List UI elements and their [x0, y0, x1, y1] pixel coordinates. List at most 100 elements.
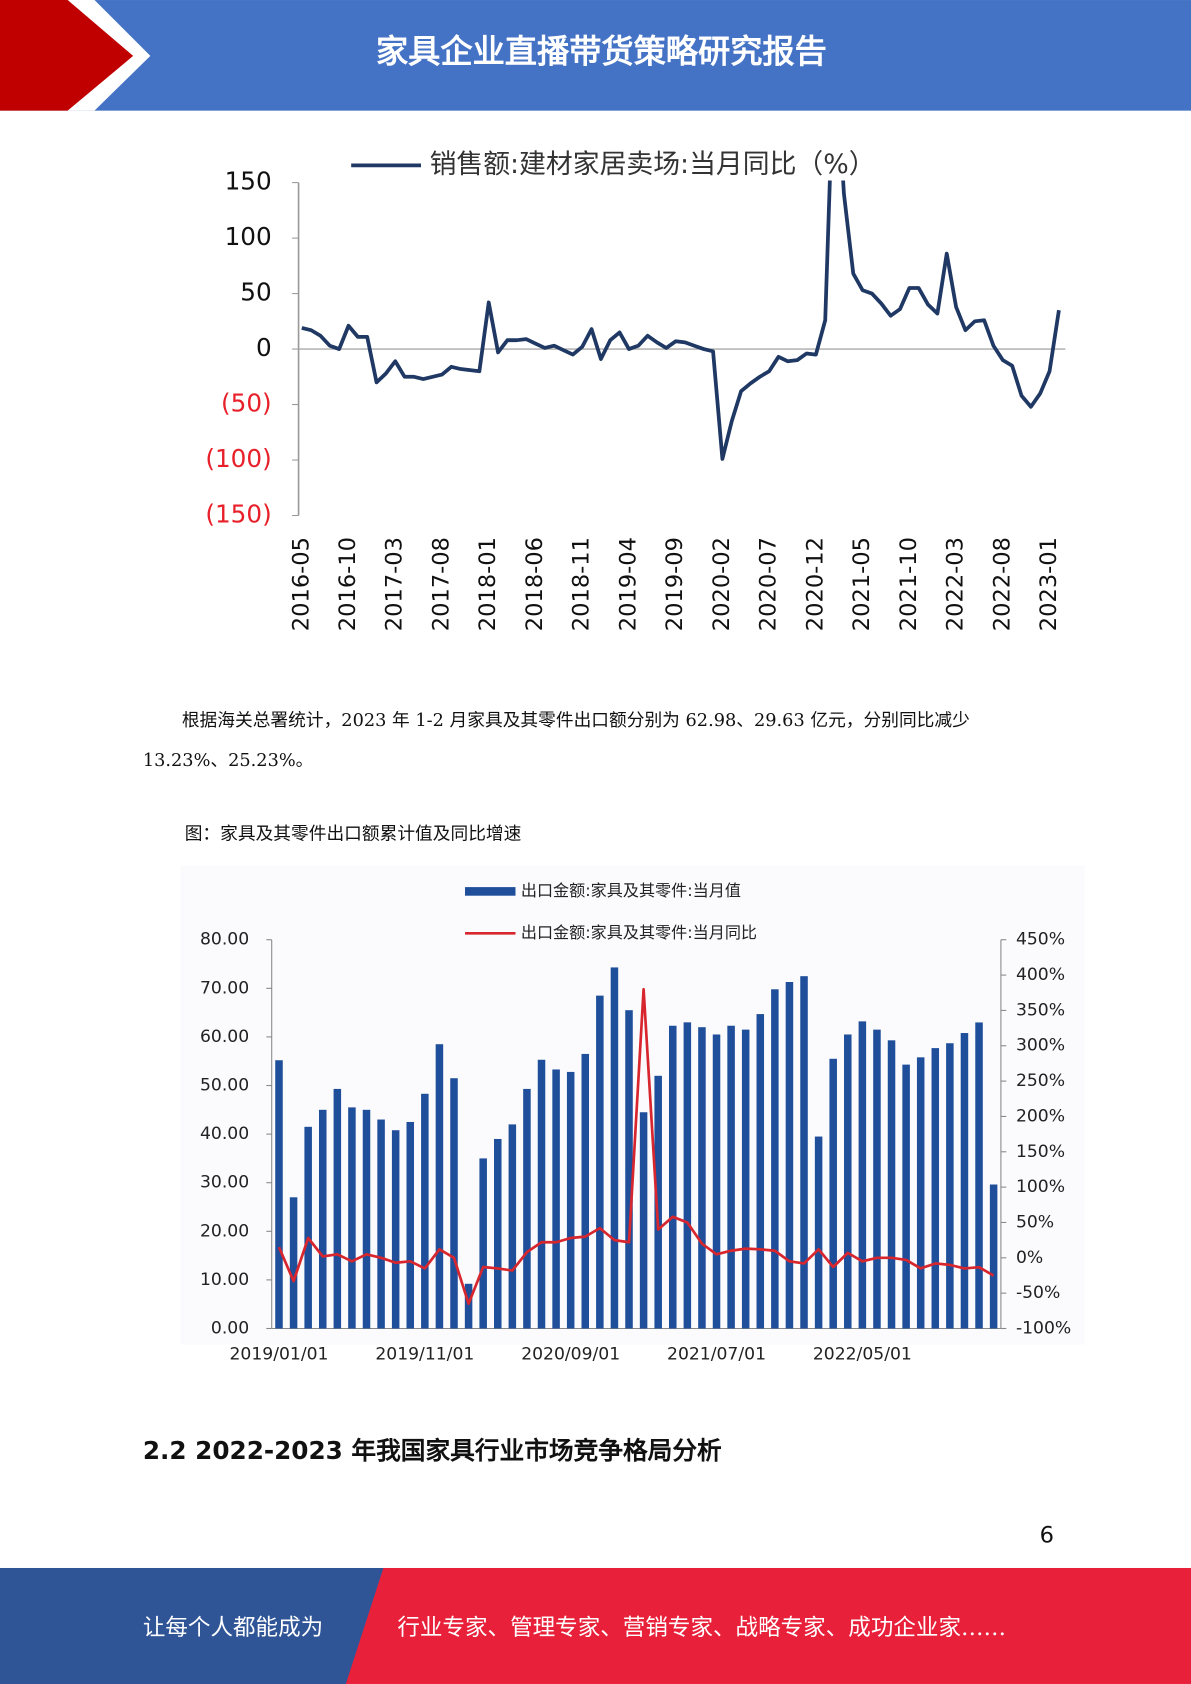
x-tick-label: 2023-01: [1036, 537, 1062, 631]
x-tick-label: 2016-10: [335, 537, 361, 631]
bar: [391, 1130, 400, 1329]
x-tick-label: 2019/11/01: [375, 1344, 474, 1364]
figure-caption: 图：家具及其零件出口额累计值及同比增速: [185, 823, 522, 844]
bar: [902, 1064, 910, 1329]
bar: [566, 1071, 575, 1329]
bar: [785, 982, 794, 1329]
header-title: 家具企业直播带货策略研究报告: [376, 33, 827, 71]
bar: [421, 1093, 429, 1329]
legend-label: 出口金额:家具及其零件:当月值: [521, 881, 741, 900]
footer-tagline: 行业专家、管理专家、营销专家、战略专家、成功企业家……: [397, 1615, 1006, 1641]
page-number: 6: [1040, 1522, 1054, 1548]
bar: [523, 1088, 531, 1329]
bar: [479, 1158, 487, 1329]
bar: [873, 1029, 881, 1329]
bar: [362, 1109, 371, 1329]
paragraph-box: 根据海关总署统计，2023 年 1-2 月家具及其零件出口额分别为 62.98、…: [142, 709, 970, 771]
bar: [304, 1126, 312, 1329]
bar: [318, 1109, 327, 1329]
data-line: [301, 180, 1061, 461]
footer-slogan: 让每个人都能成为: [143, 1615, 323, 1641]
x-tick-label: 2018-11: [569, 537, 595, 631]
y2-tick-label: 100%: [1016, 1177, 1065, 1197]
y-tick-label: 40.00: [200, 1124, 249, 1144]
data-line: [277, 987, 995, 1306]
x-tick-label: 2020-12: [802, 537, 828, 631]
bar: [639, 1112, 648, 1329]
bar: [625, 1010, 633, 1329]
y2-tick-label: 200%: [1016, 1106, 1065, 1126]
bar: [844, 1034, 852, 1329]
x-tick-label: 2018-01: [475, 537, 501, 631]
y-tick-label: 0: [256, 333, 272, 362]
bar: [727, 1025, 735, 1329]
bar: [829, 1058, 837, 1329]
bar: [771, 989, 779, 1329]
y2-tick-label: 250%: [1016, 1071, 1065, 1091]
y-tick-label: 50: [240, 278, 271, 307]
y-tick-label: 30.00: [200, 1173, 249, 1193]
y-tick-label: 80.00: [200, 930, 249, 950]
y2-tick-label: -100%: [1016, 1318, 1071, 1338]
footer-left: [0, 1567, 384, 1684]
bar: [756, 1014, 765, 1329]
bar: [800, 976, 808, 1329]
y2-tick-label: 300%: [1016, 1036, 1065, 1056]
header-arrow: [0, 0, 134, 111]
bar: [916, 1057, 925, 1329]
y-tick-label: (150): [205, 500, 271, 529]
y-tick-label: 100: [225, 222, 272, 251]
bar: [494, 1138, 502, 1329]
bar: [946, 1043, 954, 1329]
bar: [377, 1119, 385, 1329]
y2-tick-label: 350%: [1016, 1000, 1065, 1020]
bar: [975, 1022, 983, 1329]
paragraph: 根据海关总署统计，2023 年 1-2 月家具及其零件出口额分别为 62.98、…: [142, 709, 970, 771]
bar: [275, 1060, 283, 1329]
y-tick-label: 10.00: [200, 1270, 249, 1290]
x-tick-label: 2018-06: [522, 537, 548, 631]
bar: [887, 1040, 896, 1329]
y2-tick-label: 0%: [1016, 1248, 1043, 1268]
legend-swatch: [465, 887, 516, 896]
bar: [858, 1021, 867, 1329]
x-tick-label: 2021/07/01: [667, 1344, 766, 1364]
bar: [406, 1121, 415, 1329]
x-tick-label: 2019/01/01: [230, 1344, 329, 1364]
y2-tick-label: 50%: [1016, 1212, 1054, 1232]
y-tick-label: (50): [221, 389, 272, 418]
y-tick-label: 0.00: [211, 1318, 249, 1338]
x-tick-label: 2019-04: [615, 537, 641, 631]
bar: [814, 1136, 823, 1329]
bar: [450, 1078, 458, 1329]
legend-label: 出口金额:家具及其零件:当月同比: [521, 923, 757, 942]
bar: [464, 1283, 473, 1329]
bar: [989, 1184, 998, 1329]
x-tick-label: 2020-07: [756, 537, 782, 631]
y-tick-label: 70.00: [200, 978, 249, 998]
y2-tick-label: 400%: [1016, 965, 1065, 985]
x-tick-label: 2016-05: [288, 537, 314, 631]
x-tick-label: 2021-05: [849, 537, 875, 631]
bar: [537, 1059, 546, 1329]
y2-tick-label: -50%: [1016, 1283, 1060, 1303]
bar: [654, 1075, 662, 1329]
y-tick-label: 50.00: [200, 1076, 249, 1096]
bar: [698, 1027, 706, 1329]
bar: [960, 1033, 969, 1329]
bar: [596, 995, 604, 1329]
bar: [508, 1124, 517, 1329]
x-tick-label: 2017-03: [382, 537, 408, 631]
legend-label: 销售额:建材家居卖场:当月同比（%）: [430, 149, 876, 180]
bar: [931, 1048, 940, 1329]
bar: [669, 1025, 677, 1329]
header-band: [0, 0, 1191, 111]
x-tick-label: 2022-08: [989, 537, 1015, 631]
x-tick-label: 2017-08: [428, 537, 454, 631]
bar: [348, 1107, 356, 1329]
bar: [289, 1197, 298, 1329]
bar: [333, 1088, 342, 1329]
x-tick-label: 2021-10: [896, 537, 922, 631]
x-tick-label: 2020/09/01: [521, 1344, 620, 1364]
